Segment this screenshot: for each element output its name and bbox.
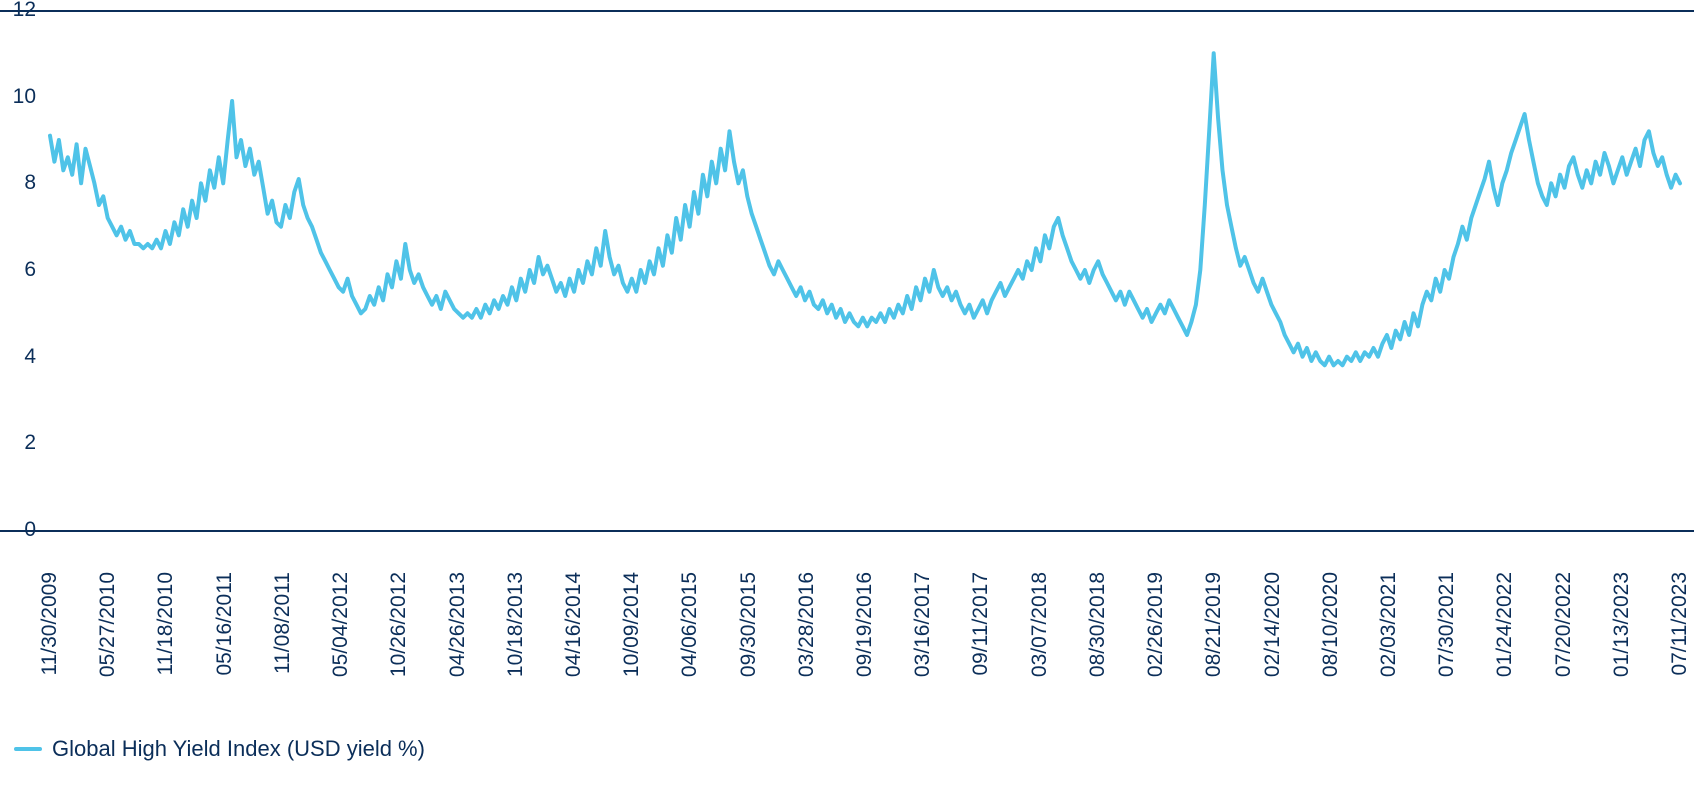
line-chart: 02468101211/30/200905/27/201011/18/20100… (0, 0, 1694, 791)
chart-plot-area (0, 0, 1694, 791)
legend-label: Global High Yield Index (USD yield %) (52, 736, 425, 762)
legend-swatch (14, 747, 42, 751)
chart-legend: Global High Yield Index (USD yield %) (14, 736, 425, 762)
series-line (50, 53, 1680, 365)
